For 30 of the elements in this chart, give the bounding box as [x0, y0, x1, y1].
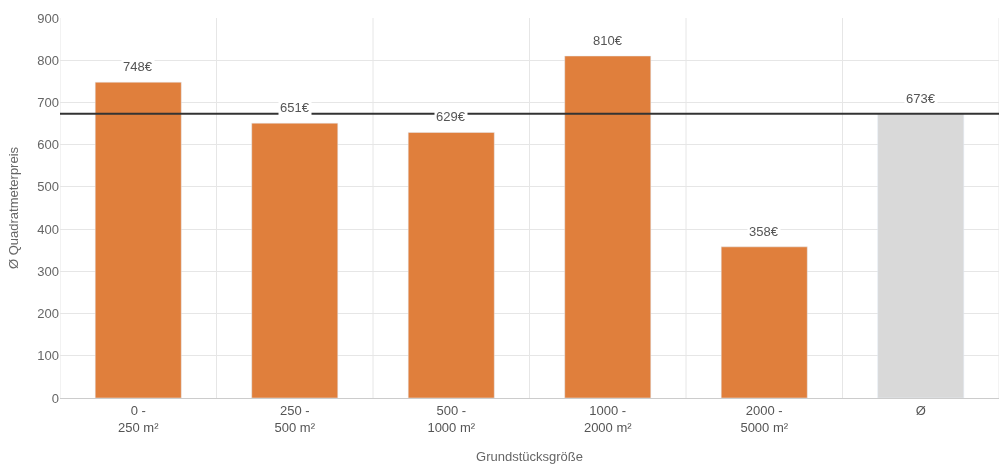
- bar: [407, 132, 495, 398]
- data-label: 673€: [906, 91, 936, 106]
- y-tick-label: 500: [37, 179, 59, 195]
- data-label: 651€: [280, 100, 310, 115]
- y-tick-label: 0: [51, 390, 59, 406]
- bar: [877, 113, 965, 398]
- y-tick-label: 400: [37, 221, 59, 237]
- y-axis-title: Ø Quadratmeterpreis: [6, 146, 22, 270]
- x-tick-label: 0 - 250 m²: [118, 402, 160, 435]
- data-label: 810€: [593, 33, 623, 48]
- bar: [564, 55, 652, 398]
- y-tick-label: 200: [37, 306, 59, 322]
- bar: [720, 246, 808, 398]
- y-tick-label: 300: [37, 263, 59, 279]
- x-tick-label: 500 - 1000 m²: [427, 402, 476, 435]
- data-label: 358€: [749, 224, 779, 239]
- x-tick-label: 1000 - 2000 m²: [583, 402, 633, 435]
- y-tick-label: 900: [37, 10, 59, 26]
- x-tick-label: 2000 - 5000 m²: [740, 402, 789, 435]
- y-tick-label: 800: [37, 52, 59, 68]
- x-tick-label: Ø: [915, 402, 926, 418]
- bar: [251, 122, 339, 398]
- x-tick-label: 250 - 500 m²: [274, 402, 316, 435]
- y-tick-label: 700: [37, 94, 59, 110]
- x-axis-title: Grundstücksgröße: [476, 449, 583, 464]
- data-label: 629€: [436, 109, 466, 124]
- bar: [94, 81, 182, 398]
- y-tick-label: 600: [37, 137, 59, 153]
- y-tick-label: 100: [37, 348, 59, 364]
- data-label: 748€: [123, 59, 153, 74]
